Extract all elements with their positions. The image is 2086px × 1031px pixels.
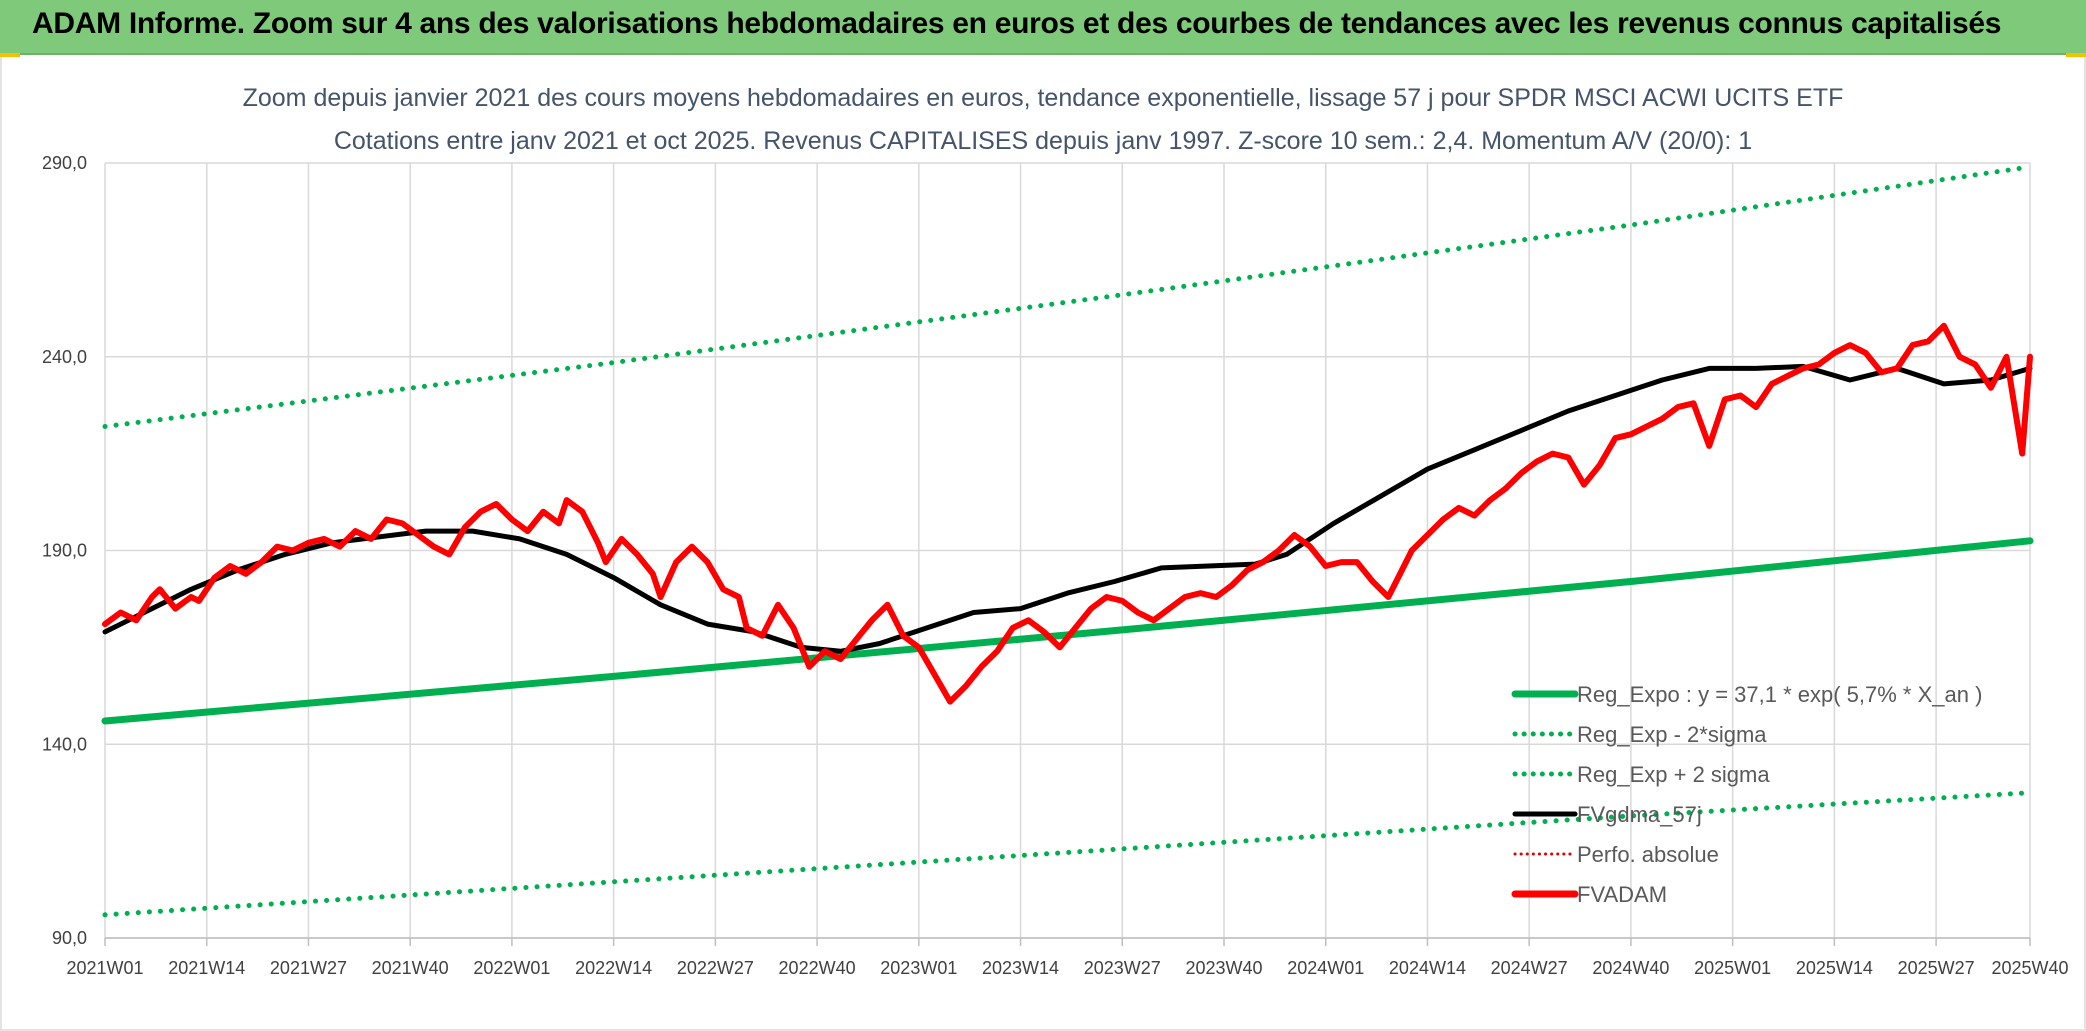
banner-accent-right [2066,53,2086,57]
x-tick-label: 2025W27 [1898,958,1975,978]
x-tick-label: 2022W40 [779,958,856,978]
x-tick-label: 2023W14 [982,958,1059,978]
x-tick-label: 2024W27 [1491,958,1568,978]
x-tick-label: 2025W14 [1796,958,1873,978]
legend-reg-exp-minus-label: Reg_Exp - 2*sigma [1577,722,1767,747]
x-tick-label: 2022W14 [575,958,652,978]
reg-expo-line [101,537,2034,725]
report-title: ADAM Informe. Zoom sur 4 ans des valoris… [32,7,2002,40]
x-tick-label: 2021W01 [66,958,143,978]
fvgdma-57j-line [102,363,2033,654]
y-tick-label: 290,0 [42,153,87,173]
reg-exp-plus-2sigma-line [102,164,2033,429]
chart-title-line2: Cotations entre janv 2021 et oct 2025. R… [333,127,1753,155]
y-tick-label: 190,0 [42,541,87,561]
grid [104,162,2031,939]
x-tick-label: 2023W01 [880,958,957,978]
x-tick-label: 2022W01 [473,958,550,978]
reg-exp-minus-2sigma-line [102,790,2033,918]
legend-fvgdma-label: FVgdma_57j [1577,802,1702,827]
x-tick-label: 2024W01 [1287,958,1364,978]
y-tick-label: 140,0 [42,734,87,754]
y-tick-label: 90,0 [52,928,87,948]
x-tick-label: 2024W14 [1389,958,1466,978]
x-tick-label: 2021W27 [270,958,347,978]
x-tick-label: 2025W40 [1991,958,2068,978]
x-tick-label: 2023W40 [1185,958,1262,978]
x-tick-label: 2021W40 [372,958,449,978]
x-axis: 2021W01 2021W14 2021W27 2021W40 2022W01 2022W… [66,937,2069,978]
report-banner: ADAM Informe. Zoom sur 4 ans des valoris… [0,0,2086,55]
legend-reg-expo-label: Reg_Expo : y = 37,1 * exp( 5,7% * X_an ) [1577,682,1982,707]
fvadam-line [102,322,2033,705]
x-tick-label: 2025W01 [1694,958,1771,978]
x-tick-label: 2024W40 [1592,958,1669,978]
legend-fvadam-label: FVADAM [1577,882,1667,907]
legend: Reg_Expo : y = 37,1 * exp( 5,7% * X_an )… [1511,682,1982,907]
chart-title-line1: Zoom depuis janvier 2021 des cours moyen… [242,84,1844,112]
y-tick-label: 240,0 [42,347,87,367]
series [101,164,2034,918]
banner-accent-left [0,53,20,57]
x-tick-label: 2022W27 [677,958,754,978]
y-axis: 90,0 140,0 190,0 240,0 290,0 [42,153,87,948]
x-tick-label: 2021W14 [168,958,245,978]
legend-perfo-label: Perfo. absolue [1577,842,1719,867]
legend-reg-exp-plus-label: Reg_Exp + 2 sigma [1577,762,1770,787]
x-tick-label: 2023W27 [1084,958,1161,978]
